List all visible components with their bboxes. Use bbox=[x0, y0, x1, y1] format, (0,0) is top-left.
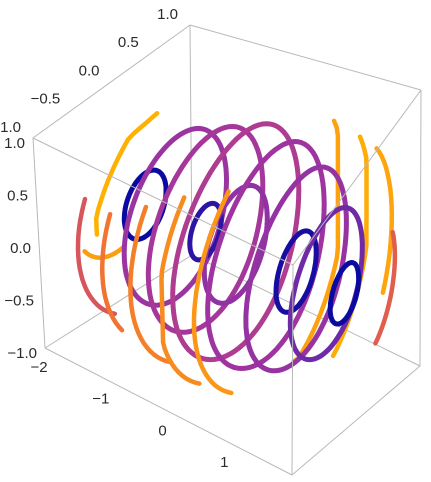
curve-11 bbox=[273, 228, 319, 315]
bounding-box-front bbox=[32, 89, 422, 476]
curve-10 bbox=[243, 164, 349, 374]
box-edge-left-vertical bbox=[32, 137, 46, 349]
y-tick-label-1: −0.5 bbox=[31, 91, 61, 108]
box-edge-front-bottom bbox=[44, 347, 293, 476]
curve-5 bbox=[145, 124, 266, 335]
box-edge-right-bottom bbox=[291, 365, 421, 476]
box-edge-top-back bbox=[189, 24, 422, 91]
curve-21 bbox=[93, 111, 160, 237]
z-tick-label-0: −1.0 bbox=[7, 345, 37, 362]
box-edge-top-front bbox=[32, 137, 294, 266]
curve-15 bbox=[374, 146, 395, 295]
box-edge-top-left bbox=[32, 24, 191, 139]
curve-17 bbox=[159, 195, 202, 386]
curve-series-group bbox=[75, 111, 398, 396]
x-tick-label-3: 1 bbox=[220, 454, 228, 471]
box-edge-right-vertical bbox=[419, 89, 422, 367]
curve-14 bbox=[373, 229, 398, 346]
box-edge-back-bottom bbox=[191, 254, 421, 367]
z-tick-label-4: 1.0 bbox=[4, 135, 25, 152]
box-edge-left-bottom bbox=[44, 254, 193, 349]
z-tick-label-2: 0.0 bbox=[10, 240, 31, 257]
curve-4 bbox=[99, 211, 125, 333]
z-tick-label-1: −0.5 bbox=[4, 292, 34, 309]
curve-6 bbox=[187, 200, 224, 263]
curve-18 bbox=[128, 204, 173, 365]
curve-2 bbox=[75, 196, 118, 317]
tick-labels: −2−1012−1.0−0.50.00.51.0−1.0−0.50.00.51.… bbox=[0, 6, 228, 471]
box-edge-front-vertical bbox=[291, 264, 294, 476]
y-tick-label-4: 1.0 bbox=[157, 6, 178, 23]
curve-13 bbox=[327, 260, 362, 327]
y-tick-label-2: 0.0 bbox=[79, 62, 100, 79]
curve-20 bbox=[291, 118, 341, 364]
x-tick-label-2: 0 bbox=[158, 422, 166, 439]
curve-9 bbox=[205, 139, 327, 371]
z-tick-label-3: 0.5 bbox=[7, 187, 28, 204]
x-tick-label-1: −1 bbox=[92, 391, 109, 408]
y-tick-label-0: −1.0 bbox=[0, 119, 21, 136]
x-tick-label-0: −2 bbox=[30, 359, 47, 376]
y-tick-label-3: 0.5 bbox=[118, 34, 139, 51]
curve-7 bbox=[170, 121, 302, 363]
curve-16 bbox=[191, 189, 234, 396]
box-edge-top-right bbox=[292, 89, 422, 266]
curve-12 bbox=[287, 205, 365, 363]
